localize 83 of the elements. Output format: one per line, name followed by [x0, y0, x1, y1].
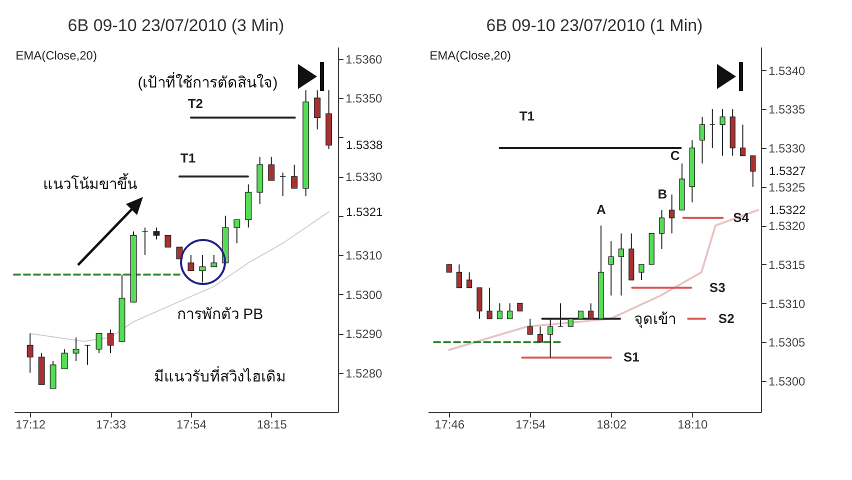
x-tick-label: 17:46: [434, 418, 465, 432]
candlestick: [699, 116, 706, 164]
y-tick-label: 1.5300: [346, 288, 383, 302]
candlestick: [466, 272, 472, 288]
candlestick: [268, 156, 275, 181]
candlestick: [496, 302, 503, 320]
candlestick: [608, 240, 614, 296]
y-tick-label: 1.5330: [346, 170, 383, 184]
annotation: S2: [718, 310, 734, 326]
candlestick: [291, 164, 298, 189]
annotation: S1: [624, 350, 640, 365]
y-tick-label: 1.5315: [768, 258, 806, 272]
annotation: A: [596, 202, 606, 218]
annotation: มีแนวรับที่สวิงไฮเดิม: [154, 366, 286, 386]
candlestick: [142, 227, 148, 256]
annotation: S4: [733, 210, 750, 225]
candlestick: [234, 219, 240, 244]
text: 1.5338: [346, 138, 384, 152]
candlestick: [618, 232, 624, 296]
candlestick: [710, 108, 716, 148]
x-tick-label: 17:54: [176, 418, 207, 432]
annotation: การพักตัว PB: [176, 306, 264, 323]
y-tick-label: 1.5320: [768, 219, 806, 234]
candlestick: [537, 326, 544, 343]
y-tick-label: 1.5325: [768, 180, 806, 194]
candlestick: [507, 302, 513, 320]
candlestick: [314, 90, 321, 130]
candlestick: [456, 264, 462, 288]
y-tick-label: 1.5360: [346, 52, 383, 66]
candlestick: [96, 333, 102, 354]
annotation: S3: [709, 280, 726, 295]
candlestick: [153, 227, 160, 240]
y-tick-label: 1.5340: [768, 64, 806, 78]
y-tick-label: 1.5310: [346, 248, 383, 263]
candlestick: [740, 124, 746, 156]
y-tick-label: 1.5335: [768, 102, 806, 117]
candlestick: [72, 336, 80, 362]
candlestick: [26, 333, 34, 374]
annotation: EMA(Close,20): [16, 48, 97, 63]
candlestick: [50, 360, 56, 389]
candlestick: [188, 254, 194, 272]
candlestick: [638, 264, 644, 280]
chart-title: 6B 09-10 23/07/2010 (1 Min): [486, 16, 703, 35]
candlestick: [476, 287, 482, 320]
candlestick: [199, 254, 206, 283]
text: 1.5321: [346, 204, 384, 219]
annotation: B: [658, 186, 668, 202]
y-tick-label: 1.5305: [768, 336, 806, 350]
y-tick-label: 1.5290: [346, 327, 383, 342]
candlestick: [669, 194, 675, 234]
candlestick: [280, 172, 286, 197]
annotation: (เป้าที่ใช้การตัดสินใจ): [138, 71, 278, 92]
y-tick-label: 1.5350: [346, 92, 383, 106]
candlestick: [527, 318, 533, 335]
chart-title: 6B 09-10 23/07/2010 (3 Min): [68, 16, 284, 35]
annotation: จุดเข้า: [634, 310, 676, 329]
candlestick: [720, 108, 726, 156]
x-tick-label: 17:54: [516, 418, 546, 432]
y-tick-label: 1.5310: [768, 296, 806, 311]
x-tick-label: 17:12: [16, 418, 46, 432]
annotation: T1: [180, 150, 196, 166]
annotation: แนวโน้มขาขึ้น: [43, 173, 138, 194]
candlestick: [164, 235, 172, 248]
candlestick: [107, 329, 114, 354]
x-tick-label: 17:33: [96, 418, 126, 432]
text: 1.5322: [769, 203, 806, 218]
annotation: EMA(Close,20): [430, 48, 512, 63]
y-tick-label: 1.5300: [768, 374, 806, 388]
candlestick: [84, 344, 91, 366]
annotation: T2: [188, 96, 204, 111]
text: 1.5327: [769, 164, 806, 178]
x-tick-label: 18:02: [596, 418, 627, 432]
candlestick: [658, 210, 665, 250]
candlestick: [210, 254, 218, 268]
y-tick-label: 1.5280: [346, 366, 383, 380]
y-tick-label: 1.5330: [768, 141, 806, 156]
candlestick: [486, 287, 492, 320]
x-tick-label: 18:15: [256, 418, 288, 432]
annotation: C: [670, 148, 680, 163]
candlestick: [61, 348, 68, 370]
annotation: T1: [519, 108, 534, 124]
candlestick: [750, 155, 756, 188]
x-tick-label: 18:10: [678, 418, 708, 432]
